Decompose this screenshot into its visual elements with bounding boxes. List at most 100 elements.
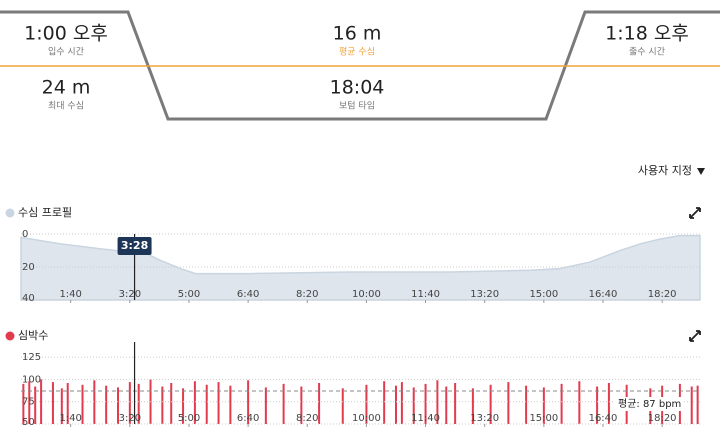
cursor-tooltip — [117, 237, 152, 255]
hr-bar — [247, 380, 250, 424]
hr-bar — [365, 384, 368, 424]
hr-bar — [170, 382, 173, 424]
x-tick-label: 16:40 — [589, 413, 618, 424]
expand-icon[interactable] — [689, 330, 701, 342]
x-tick-label: 5:00 — [178, 289, 200, 300]
x-tick-label: 8:20 — [296, 289, 318, 300]
hr-bar — [193, 381, 196, 424]
hr-bar — [34, 386, 37, 424]
hr-bar — [690, 386, 693, 424]
hr-bar — [696, 385, 699, 424]
hr-bar — [81, 384, 84, 424]
hr-bar — [412, 387, 415, 424]
hr-bar — [161, 386, 164, 424]
hr-bar — [40, 379, 43, 424]
hr-bar — [445, 386, 448, 424]
hr-bar — [507, 382, 510, 424]
x-tick-label: 3:20 — [119, 413, 141, 424]
hr-bar — [400, 382, 403, 424]
average-label-bg — [614, 397, 684, 412]
max-depth: 24 m — [42, 77, 91, 99]
hr-bar — [117, 387, 119, 424]
hr-bar — [542, 387, 545, 424]
exit-time-label: 출수 시간 — [629, 47, 665, 58]
x-tick-label: 18:20 — [648, 289, 677, 300]
hr-bar — [93, 380, 96, 424]
x-tick-label: 15:00 — [529, 413, 558, 424]
entry-time-label: 입수 시간 — [48, 46, 84, 58]
y-tick-label: 20 — [22, 262, 35, 273]
x-tick-label: 18:20 — [648, 413, 677, 424]
entry-time: 1:00 오후 — [24, 23, 108, 45]
hr-bar — [229, 385, 232, 424]
expand-depth[interactable] — [689, 207, 701, 219]
y-tick-label: 0 — [22, 229, 28, 240]
x-tick-label: 16:40 — [589, 289, 618, 300]
chart-title: 심박수 — [18, 329, 48, 342]
dropdown-arrow[interactable] — [697, 168, 705, 175]
legend-dot — [5, 331, 15, 341]
x-tick-label: 3:20 — [119, 289, 141, 300]
exit-time: 1:18 오후 — [605, 23, 689, 45]
hr-bar — [578, 381, 581, 424]
hr-bar — [300, 386, 303, 424]
x-tick-label: 11:40 — [411, 413, 440, 424]
hr-bar — [454, 382, 457, 424]
hr-bar — [28, 381, 31, 424]
hr-bar — [341, 388, 344, 424]
y-tick-label: 75 — [22, 397, 35, 408]
hr-bar — [66, 382, 69, 424]
hr-bar — [560, 383, 563, 424]
hr-bar — [596, 386, 599, 424]
max-depth-label: 최대 수심 — [48, 101, 84, 112]
cursor-label: 3:28 — [121, 239, 148, 252]
legend-dot — [5, 208, 15, 218]
hr-bar — [394, 385, 397, 424]
bottom-time-label: 보텀 타임 — [339, 100, 375, 112]
custom-button[interactable]: 사용자 지정 — [638, 164, 705, 177]
y-tick-label: 50 — [22, 417, 35, 428]
y-tick-label: 125 — [22, 352, 41, 363]
x-tick-label: 6:40 — [237, 289, 259, 300]
hr-bar — [436, 380, 439, 424]
hr-bar — [282, 383, 285, 424]
x-tick-label: 1:40 — [59, 413, 81, 424]
hr-bar — [489, 384, 492, 424]
x-tick-label: 6:40 — [237, 413, 259, 424]
dive-profile-outline — [0, 10, 720, 121]
hr-bar — [182, 388, 185, 424]
hr-bar — [424, 383, 427, 424]
x-tick-label: 5:00 — [178, 413, 200, 424]
hr-bar — [51, 382, 54, 424]
x-tick-label: 13:20 — [470, 289, 499, 300]
hr-bar — [525, 385, 528, 424]
hr-bar — [318, 382, 321, 424]
hr-bar — [383, 381, 386, 424]
x-tick-label: 13:20 — [470, 413, 499, 424]
hr-bar — [205, 384, 208, 424]
hr-bar — [607, 382, 610, 424]
hr-bar — [264, 387, 267, 424]
avg-depth: 16 m — [333, 23, 382, 45]
hr-bar — [128, 382, 131, 424]
x-tick-label: 10:00 — [352, 413, 381, 424]
chart-title: 수심 프로필 — [18, 206, 72, 219]
hr-bar — [22, 383, 25, 424]
x-tick-label: 8:20 — [296, 413, 318, 424]
y-tick-label: 40 — [22, 293, 35, 304]
bottom-time: 18:04 — [330, 77, 385, 99]
custom-button-label[interactable]: 사용자 지정 — [638, 164, 692, 177]
avg-depth-label: 평균 수심 — [339, 47, 375, 58]
expand-hr[interactable] — [689, 330, 701, 342]
expand-icon[interactable] — [689, 207, 701, 219]
hr-bar — [60, 388, 63, 424]
y-tick-label: 100 — [22, 374, 41, 385]
hr-bar — [217, 382, 220, 424]
x-tick-label: 15:00 — [529, 289, 558, 300]
average-label: 평균: 87 bpm — [618, 398, 681, 410]
x-tick-label: 10:00 — [352, 289, 381, 300]
hr-bar — [471, 388, 474, 424]
hr-bar — [137, 383, 140, 424]
x-tick-label: 11:40 — [411, 289, 440, 300]
